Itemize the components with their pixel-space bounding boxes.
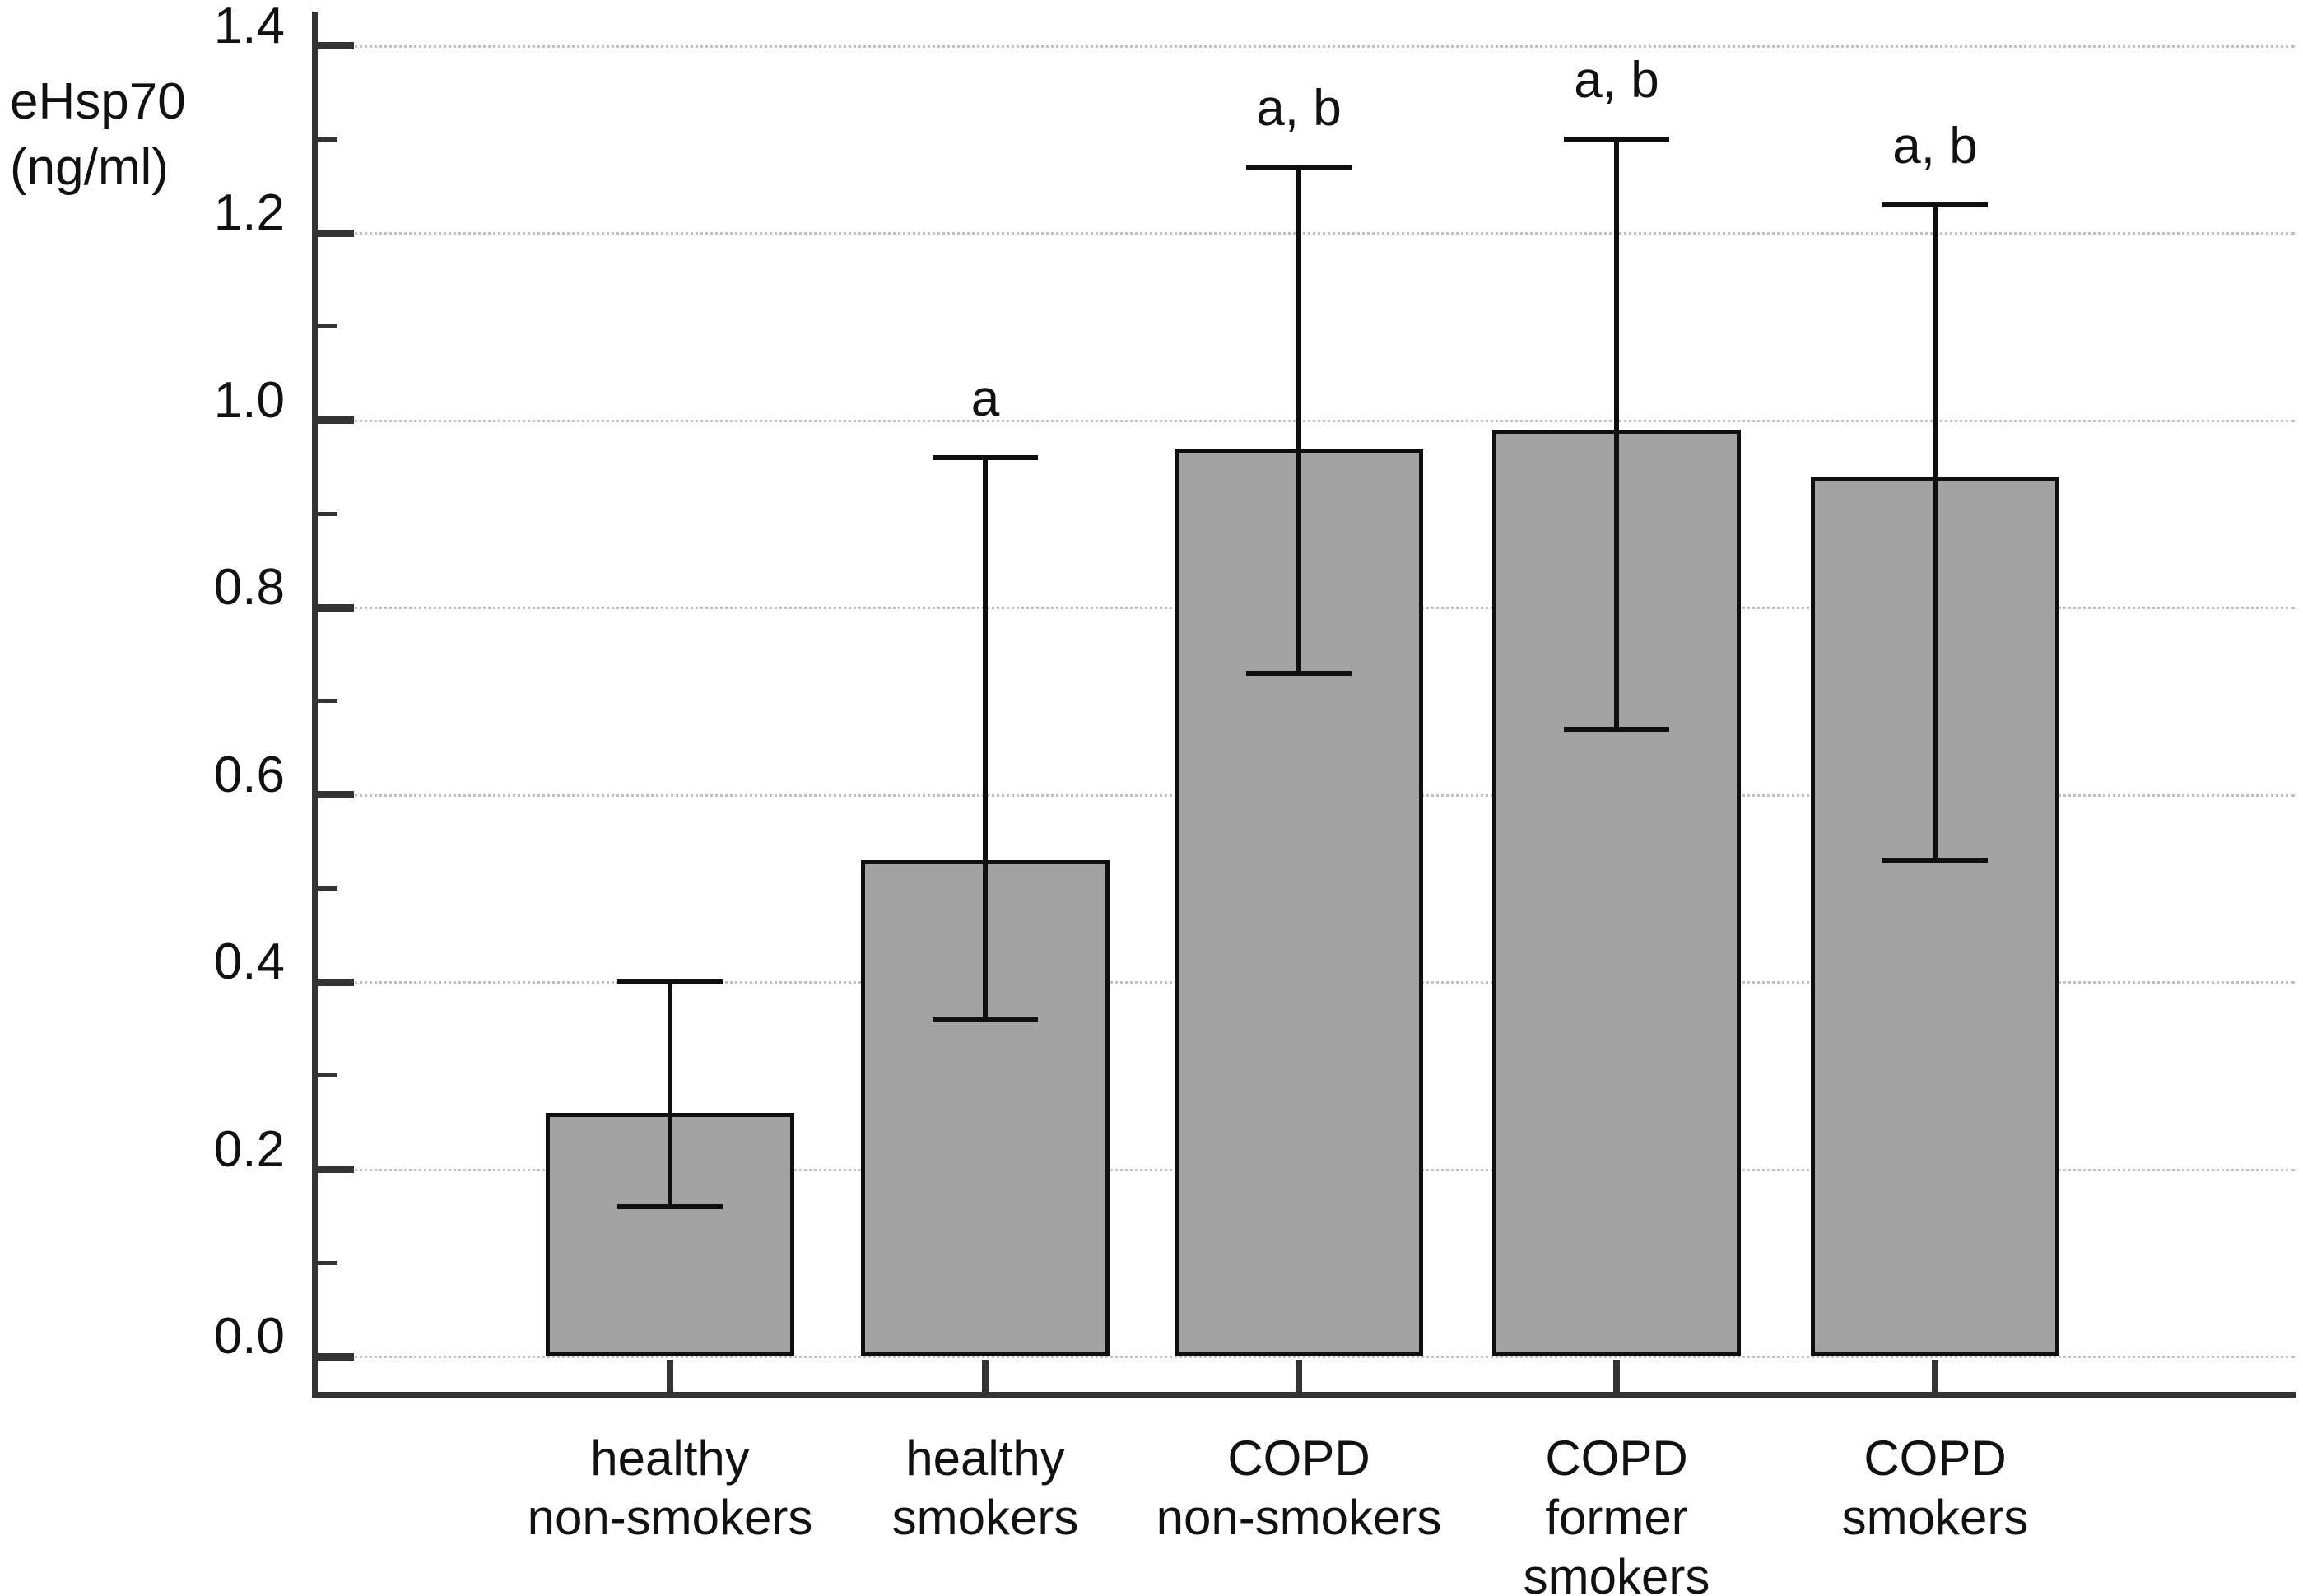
y-tick-label-0.2: 0.2 xyxy=(213,1121,285,1178)
y-minor-tick-1.3 xyxy=(314,137,337,142)
error-cap-upper-copd-non-smokers xyxy=(1246,165,1352,170)
y-major-tick-1.4 xyxy=(314,42,354,49)
error-bar-line-copd-non-smokers xyxy=(1296,167,1301,672)
error-cap-upper-copd-former-smokers xyxy=(1564,137,1669,142)
y-axis-label-line2: (ng/ml) xyxy=(10,139,169,196)
significance-label-copd-non-smokers: a, b xyxy=(1256,80,1342,137)
y-major-tick-0.4 xyxy=(314,979,354,986)
category-label-line: smokers xyxy=(1841,1490,2029,1545)
y-tick-label-1.2: 1.2 xyxy=(213,184,285,241)
y-minor-tick-0.7 xyxy=(314,699,337,703)
y-major-tick-0.6 xyxy=(314,791,354,798)
error-cap-upper-healthy-smokers xyxy=(933,455,1038,460)
category-label-line: non-smokers xyxy=(1156,1490,1442,1545)
error-cap-lower-copd-smokers xyxy=(1882,858,1988,863)
error-cap-upper-healthy-non-smokers xyxy=(617,979,723,984)
error-bar-line-healthy-non-smokers xyxy=(668,982,672,1207)
y-major-tick-0.8 xyxy=(314,604,354,612)
error-cap-lower-copd-former-smokers xyxy=(1564,727,1669,732)
error-bar-line-copd-smokers xyxy=(1933,205,1938,860)
error-cap-upper-copd-smokers xyxy=(1882,202,1988,207)
category-label-line: healthy xyxy=(590,1431,750,1486)
x-tick-healthy-smokers xyxy=(982,1360,989,1392)
gridline-1.4 xyxy=(314,45,2295,48)
category-label-line: COPD xyxy=(1863,1431,2007,1486)
error-bar-line-copd-former-smokers xyxy=(1614,139,1619,729)
gridline-0.0 xyxy=(314,1356,2295,1358)
category-label-healthy-non-smokers: healthy non-smokers xyxy=(472,1429,868,1547)
category-label-line: COPD xyxy=(1545,1431,1688,1486)
y-tick-label-1.4: 1.4 xyxy=(213,0,285,54)
category-label-copd-smokers: COPD smokers xyxy=(1738,1429,2133,1547)
error-cap-lower-healthy-non-smokers xyxy=(617,1204,723,1209)
y-minor-tick-0.9 xyxy=(314,512,337,516)
y-major-tick-1.2 xyxy=(314,230,354,237)
y-axis-label-line1: eHsp70 xyxy=(10,73,186,130)
y-tick-label-0.6: 0.6 xyxy=(213,747,285,803)
category-label-line: former xyxy=(1545,1490,1688,1545)
significance-label-copd-smokers: a, b xyxy=(1892,118,1978,174)
gridline-1.2 xyxy=(314,232,2295,235)
category-label-line: healthy xyxy=(905,1431,1065,1486)
x-tick-copd-non-smokers xyxy=(1296,1360,1302,1392)
category-label-line: COPD xyxy=(1227,1431,1370,1486)
category-label-copd-former-smokers: COPD former smokers xyxy=(1419,1429,1814,1596)
error-cap-lower-healthy-smokers xyxy=(933,1017,1038,1022)
y-minor-tick-0.1 xyxy=(314,1261,337,1265)
y-tick-label-0.0: 0.0 xyxy=(213,1308,285,1365)
gridline-1.0 xyxy=(314,420,2295,422)
y-tick-label-0.4: 0.4 xyxy=(213,933,285,990)
y-minor-tick-0.3 xyxy=(314,1073,337,1077)
error-bar-line-healthy-smokers xyxy=(983,458,988,1020)
category-label-line: smokers xyxy=(891,1490,1079,1545)
x-axis-line xyxy=(312,1392,2296,1398)
significance-label-copd-former-smokers: a, b xyxy=(1574,52,1659,109)
y-major-tick-1.0 xyxy=(314,416,354,424)
category-label-copd-non-smokers: COPD non-smokers xyxy=(1101,1429,1496,1547)
significance-label-healthy-smokers: a xyxy=(970,370,1000,427)
category-label-healthy-smokers: healthy smokers xyxy=(788,1429,1183,1547)
y-axis-label: eHsp70 (ng/ml) xyxy=(10,69,186,201)
y-tick-label-0.8: 0.8 xyxy=(213,559,285,616)
x-tick-copd-smokers xyxy=(1932,1360,1938,1392)
y-minor-tick-0.5 xyxy=(314,886,337,891)
y-axis-line xyxy=(312,12,318,1398)
error-cap-lower-copd-non-smokers xyxy=(1246,671,1352,676)
y-major-tick-0.0 xyxy=(314,1353,354,1361)
category-label-line: non-smokers xyxy=(527,1490,813,1545)
y-major-tick-0.2 xyxy=(314,1166,354,1173)
category-label-line: smokers xyxy=(1523,1549,1710,1596)
x-tick-copd-former-smokers xyxy=(1613,1360,1620,1392)
y-minor-tick-1.1 xyxy=(314,324,337,328)
x-tick-healthy-non-smokers xyxy=(667,1360,673,1392)
y-tick-label-1.0: 1.0 xyxy=(213,372,285,429)
